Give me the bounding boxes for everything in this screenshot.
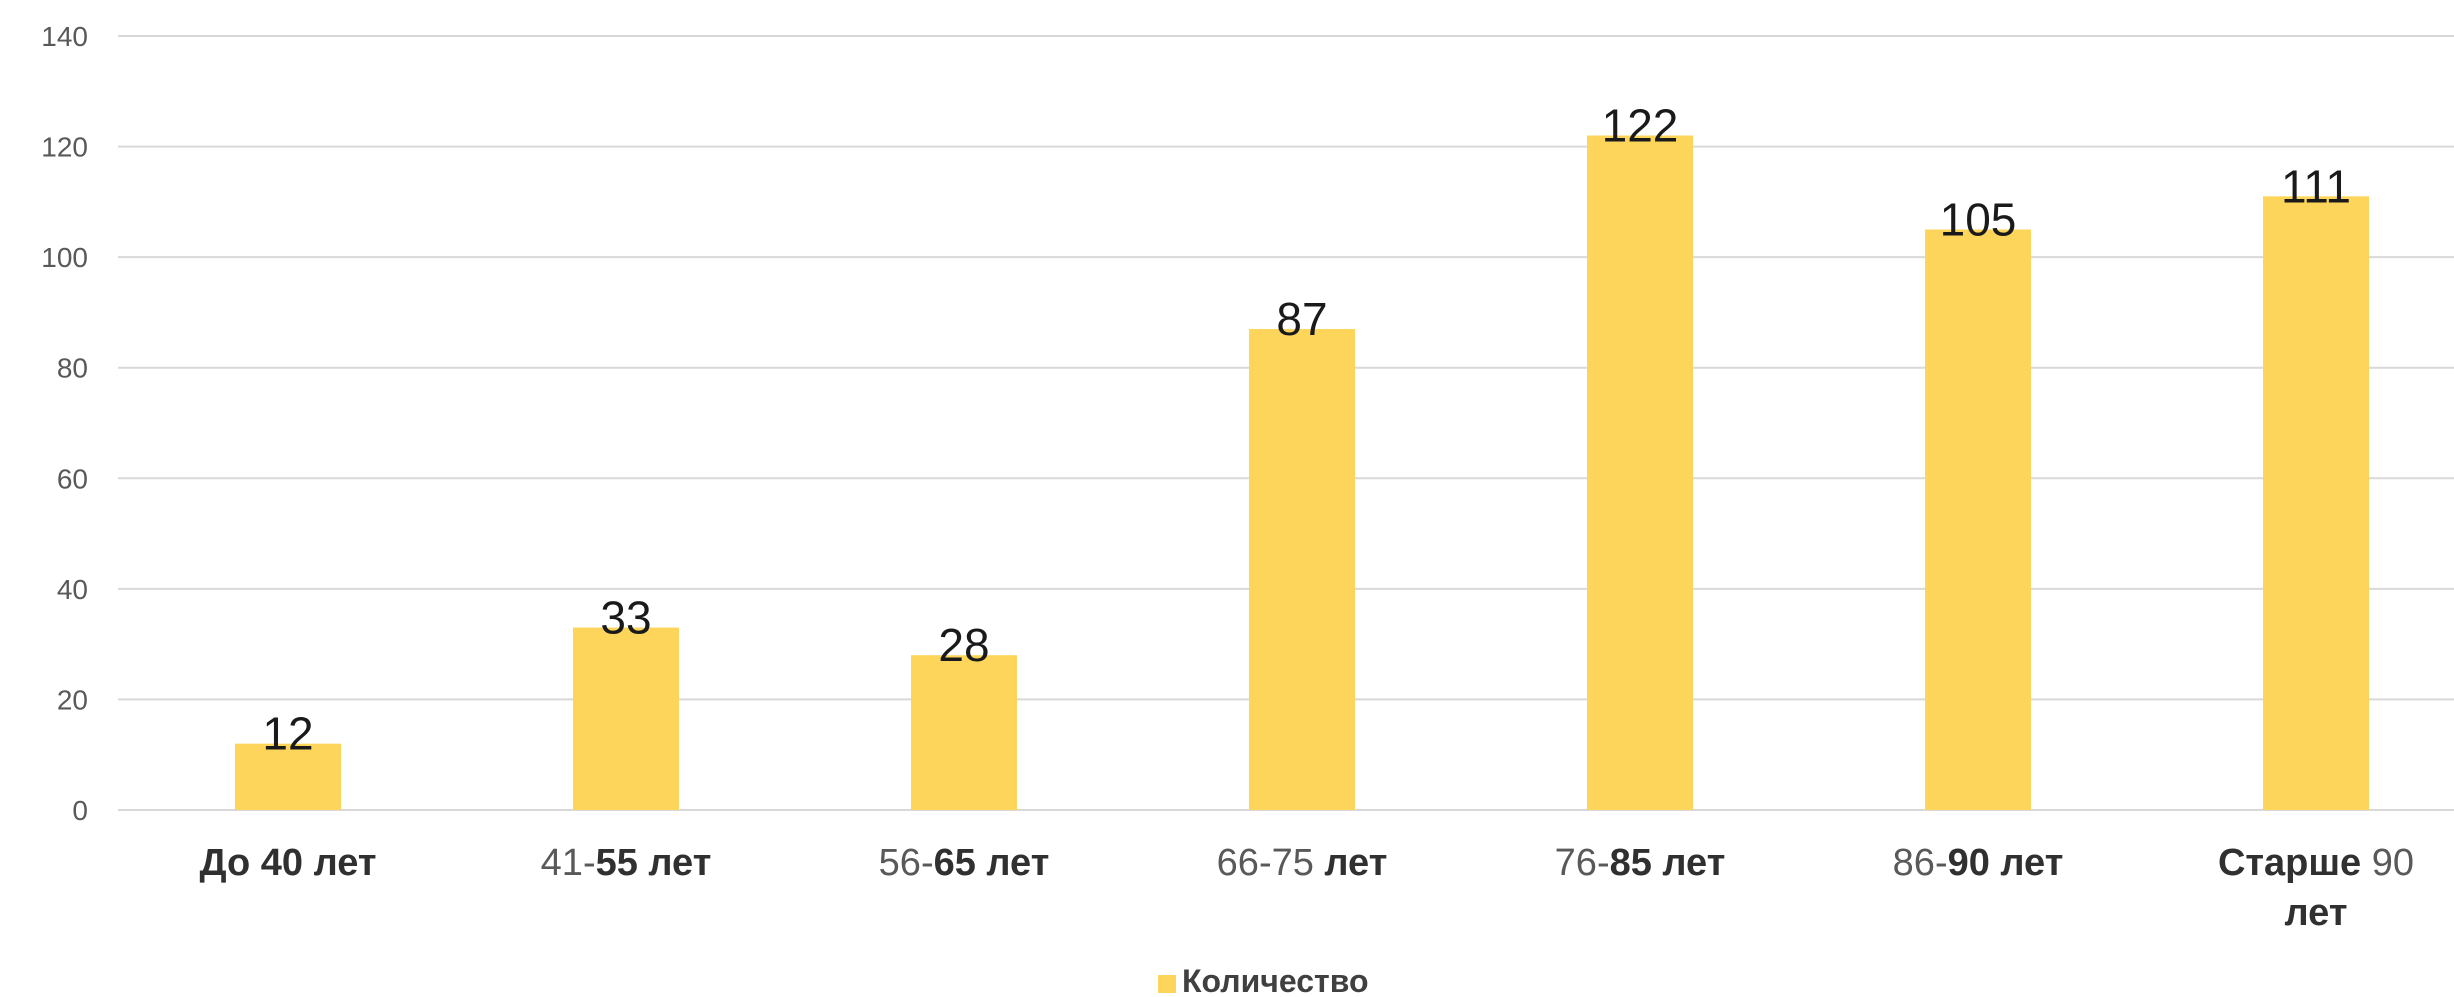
x-tick-label-part: До 40 лет: [199, 842, 376, 884]
x-tick-label-part: 65 лет: [934, 842, 1050, 884]
x-tick-label-part: 41-: [541, 842, 596, 884]
data-label: 33: [600, 592, 651, 644]
legend-swatch: [1158, 975, 1176, 993]
data-labels: 12 33 28 87 122 105 111: [262, 100, 2351, 760]
x-tick-label-part: 90 лет: [1948, 842, 2064, 884]
x-tick-label-part: Старше: [2218, 842, 2372, 884]
bar: [1249, 329, 1355, 810]
bar: [1587, 135, 1693, 810]
x-axis-categories: До 40 лет 41-55 лет 56-65 лет 66-75 лет 76-8…: [199, 842, 2414, 934]
data-label: 28: [938, 619, 989, 671]
x-tick-label-part: лет: [2285, 892, 2348, 934]
x-tick-label-part: лет: [1324, 842, 1387, 884]
y-tick-label: 40: [57, 574, 88, 605]
x-tick-label-part: 86-: [1893, 842, 1948, 884]
x-tick-label: 76-85 лет: [1555, 842, 1726, 884]
x-tick-label-part: 85 лет: [1610, 842, 1726, 884]
x-tick-label-part: 90: [2372, 842, 2414, 884]
y-tick-label: 140: [41, 21, 88, 52]
y-tick-label: 100: [41, 242, 88, 273]
bar: [2263, 196, 2369, 811]
x-tick-label: 86-90 лет: [1893, 842, 2064, 884]
x-tick-label: 66-75 лет: [1217, 842, 1388, 884]
x-tick-label-part: 66-75: [1217, 842, 1325, 884]
x-tick-label: 41-55 лет: [541, 842, 712, 884]
y-tick-label: 60: [57, 463, 88, 494]
y-tick-label: 0: [72, 795, 88, 826]
legend: Количество: [1158, 963, 1369, 997]
y-axis-ticks: 0 20 40 60 80 100 120 140: [41, 21, 88, 826]
x-tick-label: Старше 90 лет: [2218, 842, 2414, 934]
y-tick-label: 80: [57, 353, 88, 384]
bar: [911, 655, 1017, 810]
x-tick-label: 56-65 лет: [879, 842, 1050, 884]
bar: [1925, 229, 2031, 810]
y-tick-label: 20: [57, 684, 88, 715]
bar: [235, 743, 341, 810]
data-label: 111: [2281, 160, 2351, 212]
data-label: 87: [1276, 293, 1327, 345]
data-label: 122: [1602, 100, 1679, 152]
bar: [573, 627, 679, 810]
legend-label: Количество: [1182, 963, 1369, 997]
data-label: 12: [262, 708, 313, 760]
x-tick-label: До 40 лет: [199, 842, 376, 884]
x-tick-label-part: 56-: [879, 842, 934, 884]
data-label: 105: [1940, 194, 2017, 246]
y-tick-label: 120: [41, 132, 88, 163]
x-tick-label-part: 55 лет: [596, 842, 712, 884]
bars: [235, 135, 2369, 811]
x-tick-label-part: 76-: [1555, 842, 1610, 884]
